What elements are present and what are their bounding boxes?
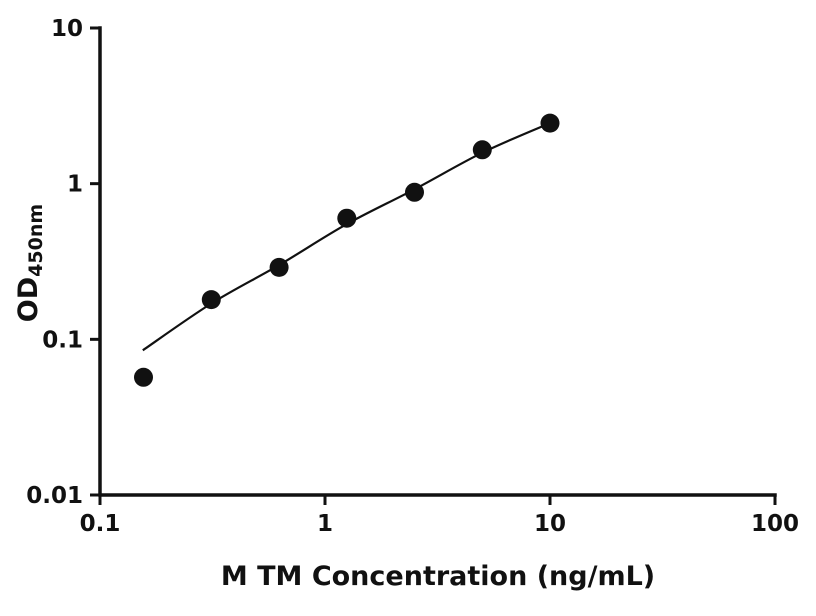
x-tick-label: 0.1	[80, 511, 121, 537]
data-point	[269, 257, 289, 277]
y-axis-label: OD450nm	[13, 204, 47, 322]
y-axis-label-main: OD	[13, 276, 44, 323]
x-tick-label: 100	[751, 511, 799, 537]
y-tick-label: 1	[67, 172, 83, 198]
x-axis-label: M TM Concentration (ng/mL)	[220, 561, 656, 592]
y-axis-label-subscript: 450nm	[25, 203, 47, 277]
data-point	[201, 290, 221, 310]
data-point	[540, 113, 560, 133]
y-tick-label: 0.1	[42, 327, 83, 353]
fit-curve	[142, 122, 551, 352]
y-tick-label: 0.01	[26, 483, 83, 509]
x-tick-label: 1	[317, 511, 333, 537]
data-point	[134, 367, 153, 387]
data-point	[405, 182, 424, 202]
axes-line	[98, 26, 777, 497]
y-tick-label: 10	[51, 16, 83, 42]
data-point	[472, 140, 492, 160]
x-tick-label: 10	[534, 511, 566, 537]
data-point	[337, 208, 357, 228]
